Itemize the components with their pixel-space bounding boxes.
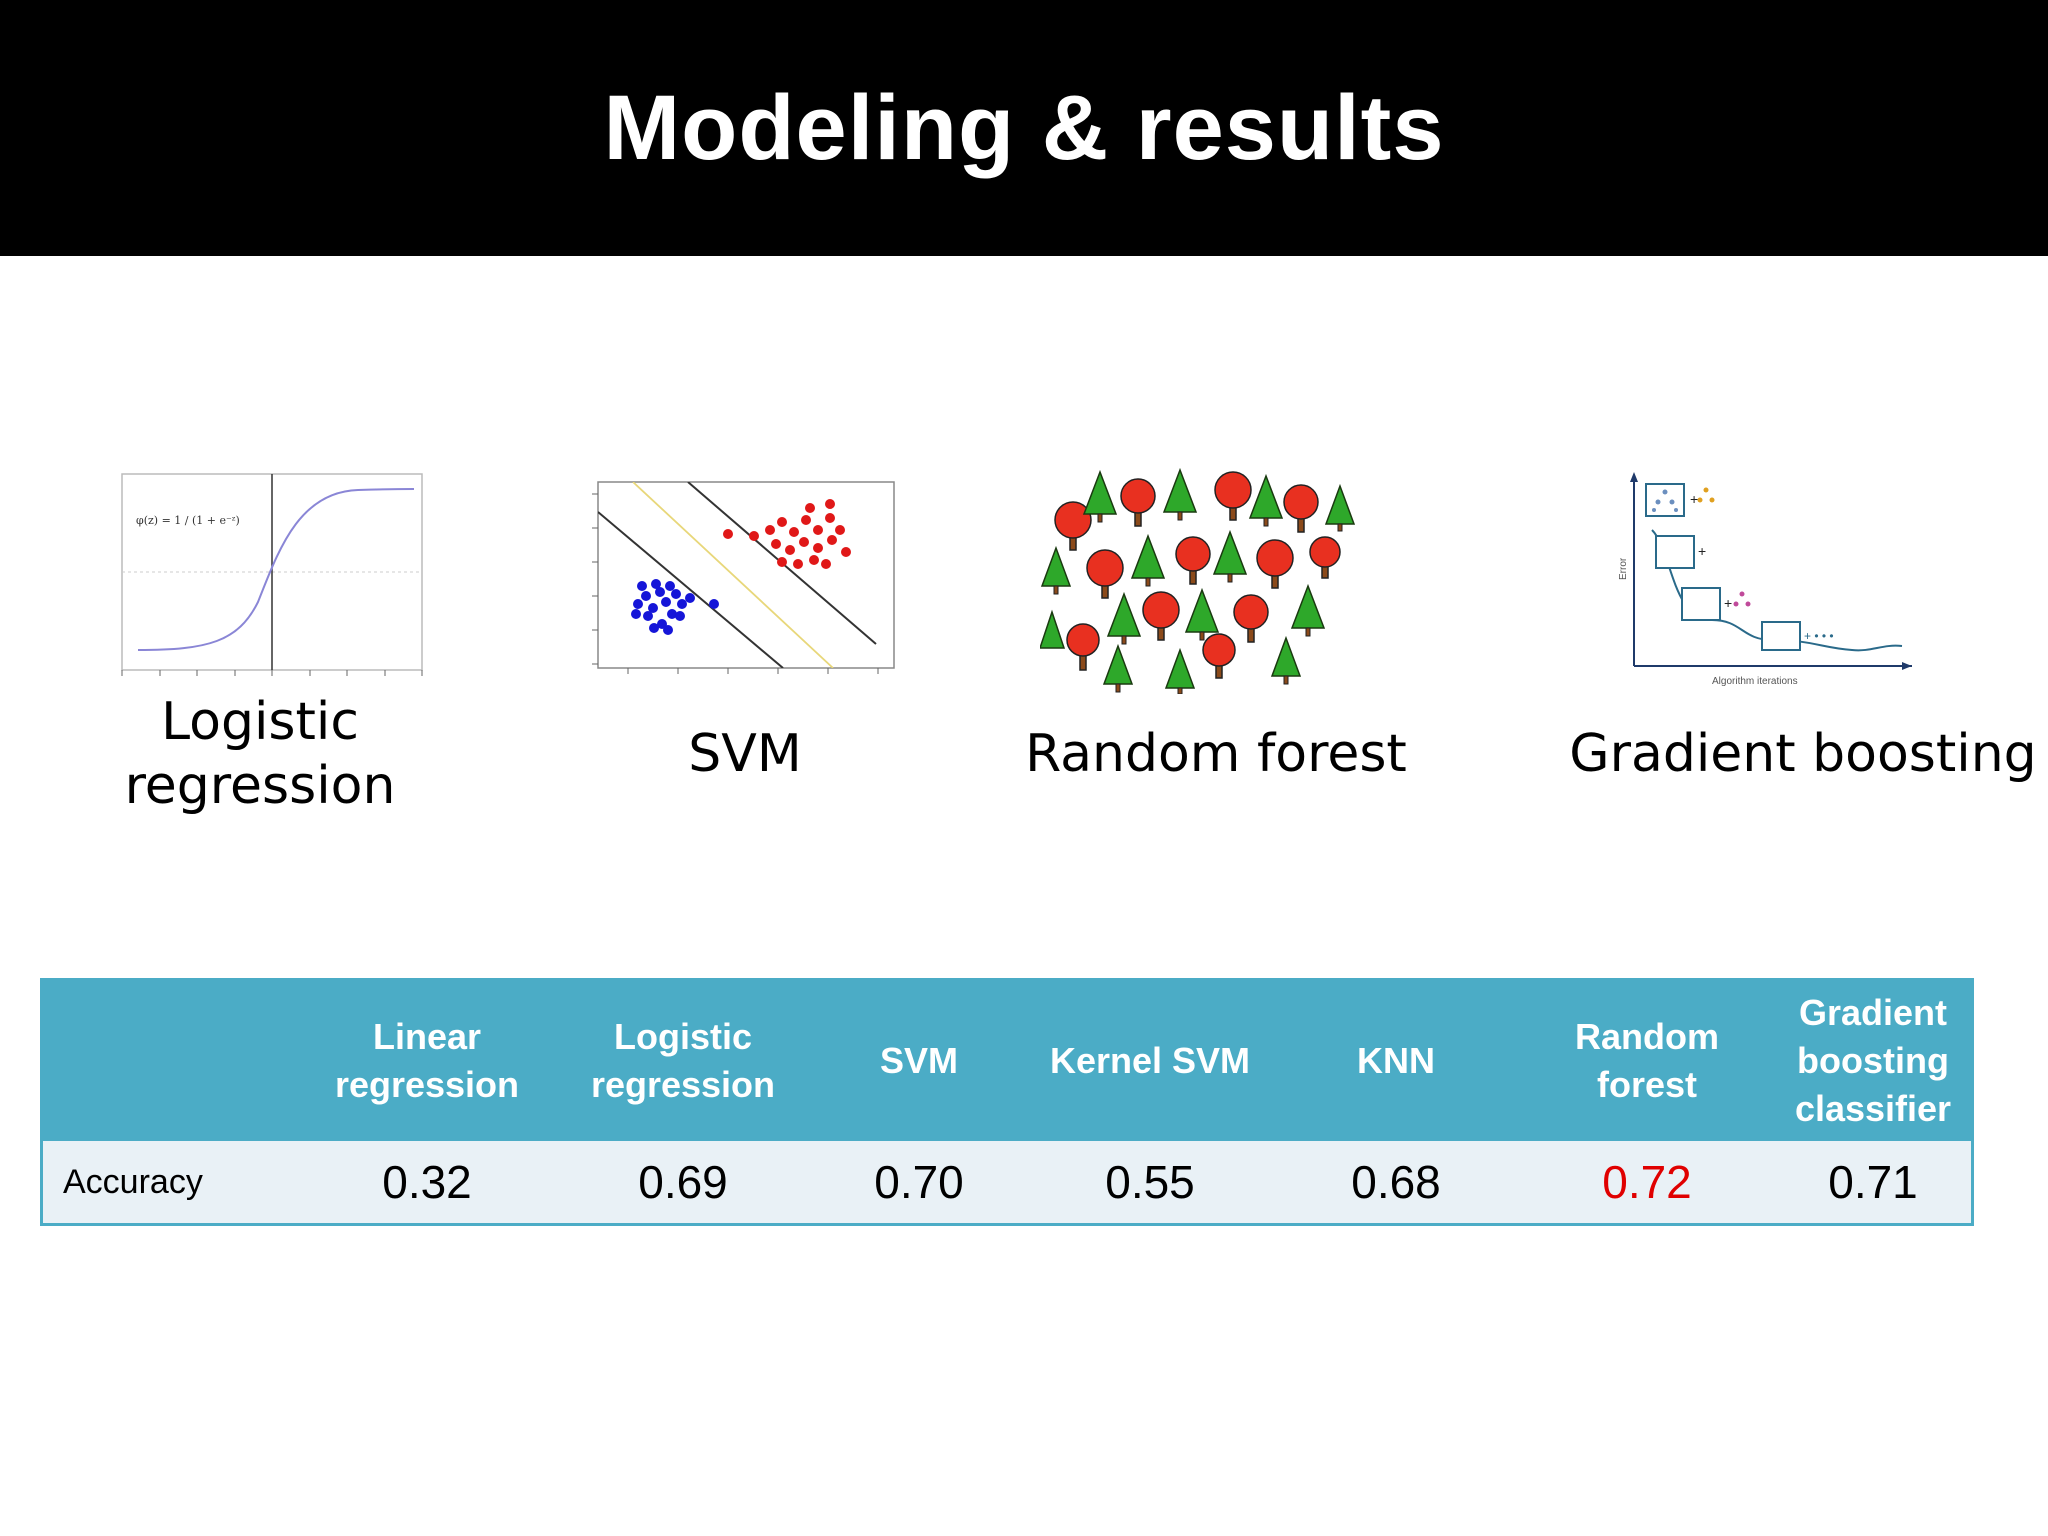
accuracy-kernel-svm: 0.55 [1027,1141,1273,1225]
accuracy-knn: 0.68 [1273,1141,1519,1225]
table-header-row: Linear regression Logistic regression SV… [41,979,1973,1141]
row-label-accuracy: Accuracy [41,1141,299,1225]
accuracy-gradient-boosting-classifier: 0.71 [1775,1141,1973,1225]
accuracy-logistic-regression: 0.69 [555,1141,811,1225]
svg-text:+: + [1698,543,1706,559]
sigmoid-plot-icon: φ(z) = 1 / (1 + e⁻ᶻ) [121,473,423,676]
svg-text:+ • • •: + • • • [1804,629,1834,643]
caption-logistic-regression: Logistic regression [124,692,396,816]
header-gradient-boosting-classifier: Gradient boosting classifier [1775,979,1973,1141]
boosting-ylabel: Error [1618,557,1629,580]
header-knn: KNN [1273,979,1519,1141]
accuracy-random-forest: 0.72 [1519,1141,1775,1225]
forest-illustration-icon [1040,467,1356,694]
svm-scatter-icon [592,481,895,674]
svg-text:+: + [1690,491,1698,507]
accuracy-linear-regression: 0.32 [299,1141,555,1225]
boosting-xlabel: Algorithm iterations [1712,676,1798,687]
caption-gradient-boosting: Gradient boosting [1569,724,2037,784]
accuracy-svm: 0.70 [811,1141,1027,1225]
results-table: Linear regression Logistic regression SV… [40,978,1974,1226]
header-logistic-regression: Logistic regression [555,979,811,1141]
table-row: Accuracy 0.32 0.69 0.70 0.55 0.68 0.72 0… [41,1141,1973,1225]
header-random-forest: Random forest [1519,979,1775,1141]
svg-text:+: + [1724,595,1732,611]
header-svm: SVM [811,979,1027,1141]
caption-random-forest: Random forest [1025,724,1407,784]
header-kernel-svm: Kernel SVM [1027,979,1273,1141]
slide-title: Modeling & results [603,76,1445,179]
boosting-diagram-icon: + + + + • • • Error Algorithm iterations [1618,472,1912,687]
title-bar: Modeling & results [0,0,2048,256]
header-corner [41,979,299,1141]
caption-svm: SVM [688,724,802,784]
sigmoid-formula: φ(z) = 1 / (1 + e⁻ᶻ) [136,514,240,527]
header-linear-regression: Linear regression [299,979,555,1141]
